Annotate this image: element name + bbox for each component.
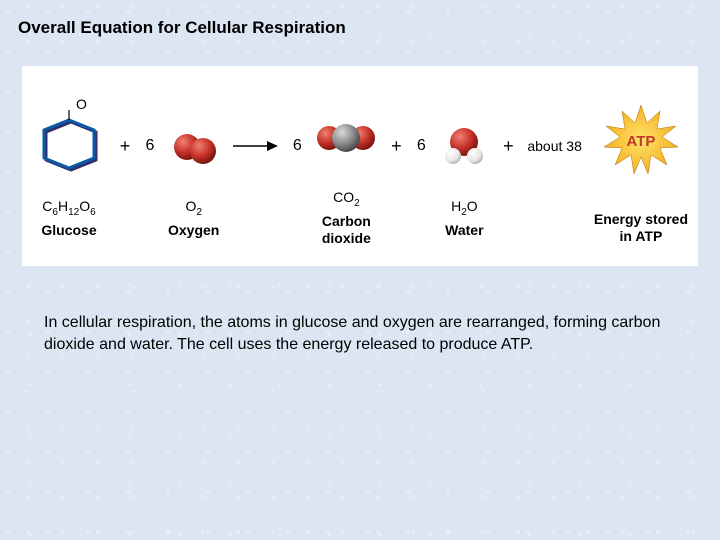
glucose-hexagon-icon: [36, 110, 102, 184]
oxygen-name: Oxygen: [168, 222, 219, 239]
co2-molecule-icon: [315, 118, 377, 158]
co2-formula: CO2: [333, 189, 360, 209]
atp-item: ATP Energy storedin ATP: [594, 95, 688, 245]
atp-star-icon: ATP: [602, 101, 680, 179]
co2-item: CO2 Carbondioxide: [315, 93, 377, 246]
coef-6: 6: [144, 137, 156, 203]
equation-diagram: O C6H12O6 Glucose + 6: [22, 66, 698, 266]
o2-molecule-icon: [169, 127, 219, 167]
yields-arrow-icon: [231, 139, 279, 201]
h2o-molecule-icon: [439, 124, 489, 170]
svg-text:ATP: ATP: [626, 133, 655, 150]
glucose-formula: C6H12O6: [42, 198, 95, 218]
plus-op: +: [389, 136, 403, 205]
glucose-o-label: O: [76, 96, 87, 112]
atp-formula: [639, 191, 643, 207]
h2o-item: H2O Water: [439, 102, 489, 239]
caption-text: In cellular respiration, the atoms in gl…: [0, 266, 720, 357]
glucose-name: Glucose: [41, 222, 96, 239]
coef-6: 6: [291, 137, 303, 203]
glucose-item: O C6H12O6 Glucose: [32, 102, 106, 239]
h2o-name: Water: [445, 222, 483, 239]
oxygen-item: O2 Oxygen: [168, 102, 219, 239]
plus-op: +: [118, 136, 132, 205]
about-38-label: about 38: [527, 138, 582, 202]
oxygen-formula: O2: [185, 198, 201, 218]
plus-op: +: [501, 136, 515, 205]
page-title: Overall Equation for Cellular Respiratio…: [0, 0, 720, 38]
coef-6: 6: [415, 137, 427, 203]
h2o-formula: H2O: [451, 198, 478, 218]
atp-name: Energy storedin ATP: [594, 211, 688, 245]
co2-name: Carbondioxide: [322, 213, 371, 247]
